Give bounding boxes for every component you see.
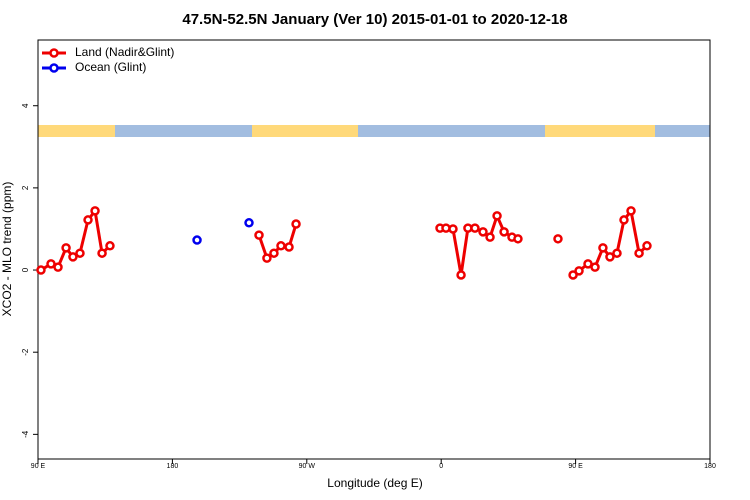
x-tick-label: 90 W [299, 463, 316, 470]
data-point [485, 232, 495, 242]
legend-swatch-marker [49, 48, 59, 58]
data-point [605, 252, 615, 262]
chart-title: 47.5N-52.5N January (Ver 10) 2015-01-01 … [182, 11, 567, 28]
data-point [75, 248, 85, 258]
data-point [574, 266, 584, 276]
data-point [36, 265, 46, 275]
data-point [284, 242, 294, 252]
data-point [97, 248, 107, 258]
data-point [276, 241, 286, 251]
data-point [598, 243, 608, 253]
x-tick-label: 180 [167, 463, 179, 470]
data-point [492, 211, 502, 221]
data-point [269, 248, 279, 258]
data-point [553, 234, 563, 244]
data-point [626, 206, 636, 216]
data-point [291, 219, 301, 229]
data-point [612, 248, 622, 258]
x-tick-label: 90 E [31, 463, 46, 470]
legend-label: Ocean (Glint) [75, 60, 146, 74]
data-point [192, 235, 202, 245]
data-point [583, 259, 593, 269]
data-point [83, 215, 93, 225]
data-point [254, 230, 264, 240]
data-point [590, 262, 600, 272]
data-point [619, 215, 629, 225]
data-point [499, 227, 509, 237]
data-point [568, 270, 578, 280]
y-tick-label: -4 [21, 430, 30, 438]
y-tick-label: 2 [21, 185, 30, 190]
y-axis-label: XCO2 - MLO trend (ppm) [0, 182, 14, 317]
y-tick-label: 0 [21, 267, 30, 272]
data-point [262, 253, 272, 263]
data-point [513, 234, 523, 244]
legend-swatch-marker [49, 63, 59, 73]
x-tick-label: 180 [704, 463, 716, 470]
legend-label: Land (Nadir&Glint) [75, 45, 174, 59]
data-point [105, 241, 115, 251]
land-sea-strip [38, 125, 710, 137]
y-tick-label: -2 [21, 348, 30, 356]
x-axis-label: Longitude (deg E) [327, 476, 422, 490]
data-point [53, 262, 63, 272]
data-point [642, 241, 652, 251]
data-point [470, 223, 480, 233]
data-point [456, 270, 466, 280]
y-tick-label: 4 [21, 103, 30, 108]
plot-frame [37, 39, 711, 460]
data-point [90, 206, 100, 216]
x-tick-label: 0 [439, 463, 443, 470]
data-point [244, 218, 254, 228]
data-point [634, 248, 644, 258]
data-point [448, 224, 458, 234]
data-point [68, 252, 78, 262]
x-tick-label: 90 E [568, 463, 583, 470]
data-point [46, 259, 56, 269]
data-point [61, 243, 71, 253]
data-point [478, 227, 488, 237]
